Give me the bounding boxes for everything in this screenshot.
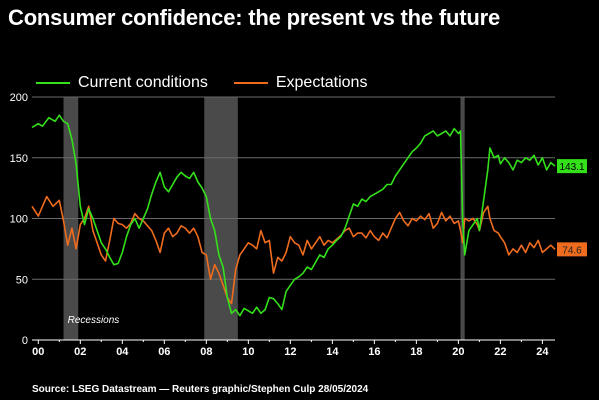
legend-item-expectations: Expectations [233, 74, 368, 92]
source-note: Source: LSEG Datastream — Reuters graphi… [32, 384, 369, 395]
x-tick-label: 08 [200, 346, 212, 358]
legend-label-expectations: Expectations [275, 74, 368, 91]
y-tick-label: 0 [22, 335, 28, 347]
y-tick-label: 100 [10, 214, 28, 226]
chart-legend: Current conditions Expectations [36, 73, 393, 93]
x-tick-label: 04 [116, 346, 129, 358]
y-tick-label: 50 [16, 274, 28, 286]
x-tick-label: 20 [452, 346, 464, 358]
expectations-value-tag-box [557, 242, 587, 257]
y-tick-label: 200 [10, 92, 28, 104]
x-tick-label: 12 [284, 346, 296, 358]
current-value-tag: 143.1 [559, 162, 584, 173]
x-tick-label: 00 [32, 346, 44, 358]
current-conditions-line [31, 114, 556, 317]
x-tick-label: 14 [326, 346, 339, 358]
recession-label: Recessions [68, 315, 120, 326]
x-tick-label: 22 [494, 346, 506, 358]
x-tick-label: 18 [410, 346, 422, 358]
legend-swatch-current [36, 82, 70, 84]
y-tick-label: 150 [10, 153, 28, 165]
current-value-tag-box [557, 159, 587, 174]
x-tick-label: 10 [242, 346, 254, 358]
legend-swatch-expectations [233, 82, 268, 84]
x-tick-label: 24 [536, 346, 549, 358]
legend-label-current: Current conditions [78, 74, 208, 91]
expectations-line [31, 195, 556, 305]
legend-item-current: Current conditions [36, 74, 208, 92]
x-tick-label: 02 [74, 346, 86, 358]
chart-title: Consumer confidence: the present vs the … [8, 5, 500, 30]
expectations-value-tag: 74.6 [562, 245, 582, 256]
x-tick-label: 06 [158, 346, 170, 358]
x-tick-label: 16 [368, 346, 380, 358]
